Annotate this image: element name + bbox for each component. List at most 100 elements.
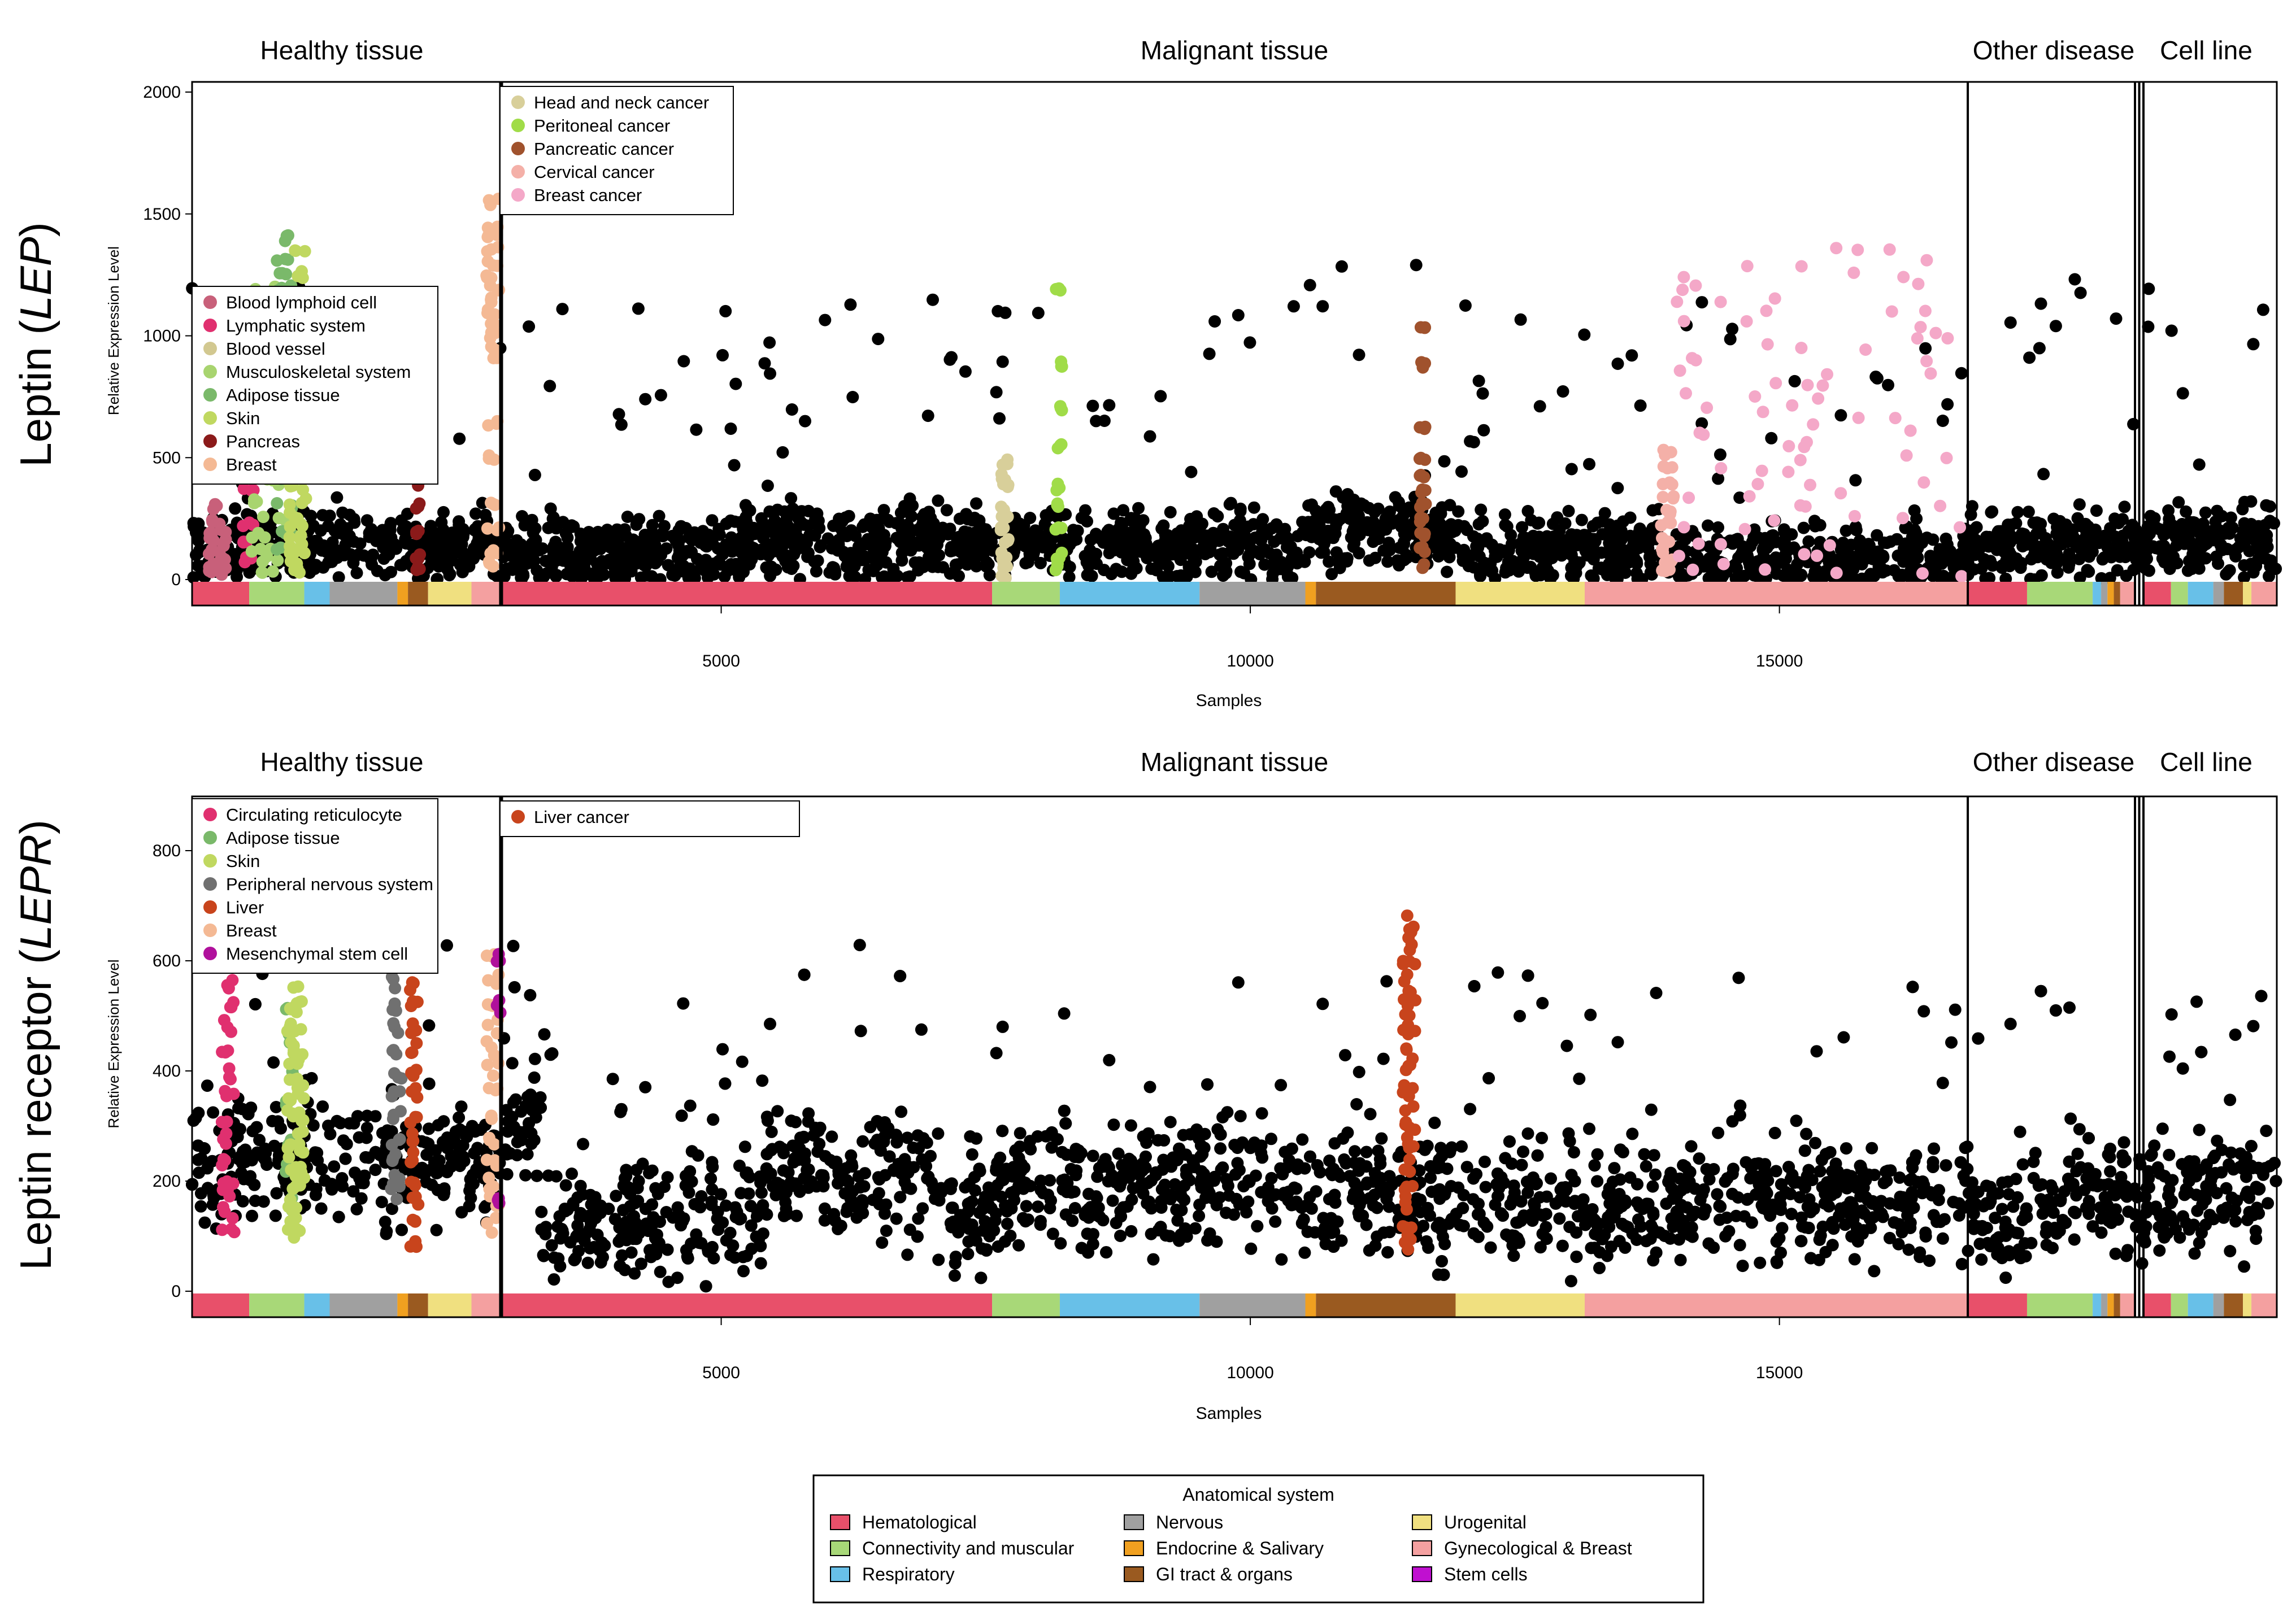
data-point <box>780 512 793 524</box>
data-point <box>1900 449 1913 462</box>
data-point <box>854 1025 867 1038</box>
data-point <box>1702 519 1714 532</box>
data-point <box>1892 570 1905 582</box>
data-point <box>2268 517 2280 530</box>
data-point <box>1316 300 1329 313</box>
data-point <box>1102 532 1115 545</box>
data-point <box>542 1169 555 1182</box>
data-point <box>528 468 541 481</box>
data-point <box>1086 1149 1099 1162</box>
data-point <box>1313 533 1325 546</box>
data-point <box>2148 512 2161 525</box>
data-point <box>1975 562 1988 575</box>
data-point <box>1125 1194 1138 1206</box>
data-point <box>1738 522 1751 535</box>
bar-segment <box>2093 582 2102 606</box>
data-point <box>481 255 494 268</box>
data-point <box>376 524 389 537</box>
data-point <box>484 279 497 292</box>
data-point <box>1754 1256 1767 1269</box>
data-point <box>299 492 312 505</box>
data-point <box>2108 530 2121 543</box>
data-point <box>295 265 308 278</box>
data-point <box>834 517 846 530</box>
data-point <box>229 502 242 515</box>
data-point <box>756 1074 769 1087</box>
data-point <box>970 1132 982 1145</box>
data-point <box>878 570 891 583</box>
data-point <box>1125 1225 1138 1238</box>
data-point <box>656 530 669 543</box>
data-point <box>334 518 347 531</box>
data-point <box>2255 990 2268 1003</box>
data-point <box>1107 1118 1120 1131</box>
data-point <box>799 415 811 428</box>
data-point <box>1075 511 1088 524</box>
data-point <box>970 497 982 510</box>
data-point <box>1106 1194 1119 1207</box>
data-point <box>1082 555 1095 568</box>
data-point <box>2051 566 2064 579</box>
data-point <box>1281 531 1294 544</box>
bar-segment <box>2120 582 2136 606</box>
data-point <box>1521 1127 1534 1140</box>
data-point <box>654 389 667 402</box>
data-point <box>973 514 986 527</box>
data-point <box>1132 502 1145 515</box>
data-point <box>1755 464 1768 477</box>
data-point <box>1897 555 1910 568</box>
data-point <box>1782 439 1795 452</box>
data-point <box>1383 544 1396 556</box>
data-point <box>215 524 228 537</box>
data-point <box>1117 504 1130 517</box>
data-point <box>1625 349 1638 362</box>
series-peritoneal-cancer <box>1049 282 1068 577</box>
data-point <box>1169 547 1182 560</box>
data-point <box>1611 358 1624 370</box>
data-point <box>608 530 621 543</box>
data-point <box>547 1273 560 1286</box>
data-point <box>1693 1152 1706 1165</box>
data-point <box>1768 514 1781 527</box>
data-point <box>2120 569 2133 582</box>
data-point <box>187 517 200 530</box>
data-point <box>525 513 538 526</box>
data-point <box>801 537 814 550</box>
data-point <box>1473 568 1486 581</box>
data-point <box>526 537 538 550</box>
data-point <box>1012 1239 1025 1252</box>
data-point <box>1983 530 1996 543</box>
data-point <box>995 521 1007 534</box>
data-point <box>1851 538 1864 551</box>
data-point <box>802 546 815 559</box>
data-point <box>615 418 628 431</box>
data-point <box>684 1099 697 1112</box>
data-point <box>2025 553 2038 566</box>
data-point <box>1723 1225 1736 1238</box>
data-point <box>1645 1103 1658 1116</box>
data-point <box>1862 538 1875 551</box>
data-point <box>932 1253 945 1266</box>
data-point <box>2215 538 2228 551</box>
data-point <box>1335 260 1348 273</box>
data-point <box>1024 1179 1037 1192</box>
data-point <box>2165 1008 2178 1021</box>
data-point <box>2127 417 2140 430</box>
data-point <box>482 452 495 465</box>
data-point <box>704 568 717 581</box>
data-point <box>1929 326 1942 339</box>
data-point <box>1233 523 1246 536</box>
data-point <box>211 563 224 576</box>
bar-segment <box>2243 582 2252 606</box>
data-point <box>1275 1079 1288 1092</box>
data-point <box>1058 1007 1071 1020</box>
data-point <box>1779 530 1792 543</box>
data-point <box>1643 551 1656 563</box>
data-point <box>559 1179 572 1192</box>
data-point <box>2238 1260 2251 1273</box>
data-point <box>1848 1253 1861 1266</box>
data-point <box>1438 1238 1451 1251</box>
data-point <box>1479 535 1492 548</box>
data-point <box>2020 538 2033 551</box>
data-point <box>906 499 919 512</box>
